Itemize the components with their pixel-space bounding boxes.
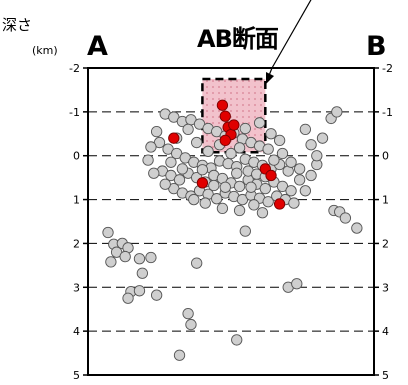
hypocenter-point: [268, 154, 280, 166]
hypocenter-point: [231, 167, 243, 179]
pointer-arrowhead: [266, 72, 274, 84]
hypocenter-point: [119, 250, 131, 263]
right-tick-label: 2: [382, 237, 389, 250]
highlight-hypocenter-point: [273, 198, 286, 210]
hypocenter-point: [239, 122, 251, 135]
hypocenter-point: [173, 174, 186, 186]
hypocenter-point: [288, 197, 300, 209]
hypocenter-point: [173, 349, 186, 361]
hypocenter-point: [316, 132, 329, 144]
left-tick-label: 1: [73, 194, 80, 207]
right-tick-label: 3: [382, 281, 389, 294]
hypocenter-point: [199, 197, 211, 209]
hypocenter-point: [188, 193, 200, 206]
right-tick-label: 5: [382, 369, 389, 382]
highlight-hypocenter-point: [265, 169, 277, 182]
highlight-hypocenter-point: [196, 177, 209, 189]
hypocenter-point: [219, 181, 231, 193]
hypocenter-point: [105, 256, 117, 268]
hypocenter-point: [145, 141, 157, 153]
section-title: AB断面: [197, 25, 279, 53]
hypocenter-point: [208, 179, 220, 192]
hypocenter-point: [245, 181, 257, 193]
hypocenter-point: [351, 222, 363, 234]
hypocenter-point: [202, 145, 214, 157]
y-axis-label: 深さ: [2, 16, 33, 34]
hypocenter-point: [299, 123, 312, 136]
hypocenter-point: [253, 117, 266, 129]
right-tick-label: 0: [382, 150, 389, 163]
hypocenter-point: [233, 142, 246, 154]
right-tick-label: -1: [382, 106, 393, 119]
highlight-hypocenter-point: [228, 119, 240, 131]
hypocenter-point: [262, 196, 274, 208]
section-endpoint-b: B: [366, 31, 387, 62]
plot-frame: [87, 67, 375, 376]
hypocenter-point: [159, 178, 171, 190]
hypocenter-point: [293, 163, 306, 175]
left-tick-label: 2: [73, 237, 80, 250]
highlight-hypocenter-point: [219, 134, 231, 147]
hypocenter-point: [248, 199, 260, 211]
hypocenter-point: [191, 257, 203, 269]
hypocenter-point: [285, 156, 297, 168]
right-tick-label: 1: [382, 194, 389, 207]
hypocenter-point: [133, 285, 146, 297]
ab-section-box: [201, 77, 267, 154]
hypocenter-point: [182, 123, 194, 136]
hypocenter-point: [293, 174, 306, 186]
highlight-hypocenter-point: [219, 110, 231, 122]
hypocenter-point: [331, 106, 343, 118]
hypocenter-point: [256, 207, 269, 219]
hypocenter-point: [265, 128, 277, 140]
hypocenter-point: [291, 278, 303, 290]
hypocenter-point: [273, 134, 286, 147]
hypocenter-point: [305, 139, 317, 151]
section-endpoint-a: A: [87, 31, 108, 62]
hypocenter-point: [150, 125, 163, 138]
hypocenter-point: [233, 180, 246, 193]
hypocenter-point: [102, 226, 114, 239]
right-tick-label: 4: [382, 325, 389, 338]
left-tick-label: 3: [73, 281, 80, 294]
hypocenter-point: [285, 185, 297, 197]
hypocenter-point: [133, 253, 146, 265]
highlight-hypocenter-point: [168, 132, 180, 144]
hypocenter-point: [150, 289, 163, 301]
hypocenter-point: [259, 182, 271, 195]
hypocenter-point: [299, 185, 312, 197]
highlight-hypocenter-point: [216, 99, 229, 111]
hypocenter-point: [136, 267, 148, 279]
hypocenter-point: [233, 204, 246, 217]
hypocenter-point: [231, 334, 243, 346]
right-tick-label: -2: [382, 62, 393, 75]
hypocenter-point: [225, 147, 237, 160]
hypocenter-point: [148, 167, 160, 179]
hypocenter-point: [311, 150, 323, 162]
hypocenter-point: [185, 318, 197, 331]
hypocenter-point: [239, 225, 251, 237]
hypocenter-point: [165, 156, 177, 168]
y-axis-unit: (km): [32, 44, 58, 57]
hypocenter-point: [122, 292, 134, 304]
hypocenter-point: [196, 164, 209, 176]
hypocenter-point: [216, 202, 229, 214]
hypocenter-point: [176, 163, 189, 175]
hypocenter-point: [211, 193, 223, 205]
left-tick-label: 4: [73, 325, 80, 338]
hypocenter-point: [145, 251, 157, 264]
hypocenter-point: [305, 169, 317, 182]
left-tick-label: -2: [69, 62, 80, 75]
hypocenter-point: [182, 307, 194, 320]
left-tick-label: -1: [69, 106, 80, 119]
hypocenter-point: [142, 154, 154, 166]
hypocenter-point: [339, 212, 352, 224]
left-tick-label: 5: [73, 369, 80, 382]
left-tick-label: 0: [73, 150, 80, 163]
hypocenter-point: [262, 143, 274, 155]
hypocenter-point: [191, 136, 203, 149]
pointer-line: [271, 0, 312, 69]
hypocenter-point: [276, 147, 289, 160]
